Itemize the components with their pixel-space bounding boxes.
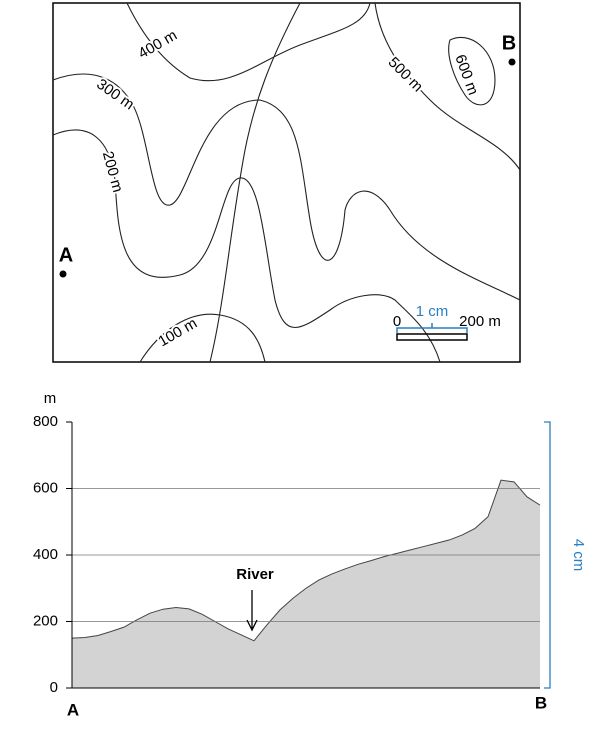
- contour-200: [52, 129, 441, 363]
- map-frame: [52, 2, 521, 363]
- y-tick-label: 600: [33, 479, 58, 496]
- profile-line: [71, 479, 541, 642]
- annotation: River: [236, 566, 274, 583]
- scale-label: 1 cm: [416, 303, 449, 320]
- point-label: A: [59, 244, 73, 266]
- scale-label: 0: [393, 313, 401, 330]
- contour-100: [139, 313, 266, 363]
- y-tick-label: 0: [50, 679, 58, 696]
- contour-400: [126, 2, 371, 82]
- point-a: [59, 270, 67, 278]
- point-label: B: [502, 32, 516, 54]
- point-b: [508, 58, 516, 66]
- scale-bracket: [396, 323, 468, 333]
- profile-area: [72, 480, 540, 688]
- contour-label: 400 m: [135, 27, 180, 63]
- scale-bar: [396, 333, 468, 341]
- contour-500: [374, 2, 521, 171]
- profile-chart: 0 200 400 600 800: [33, 413, 541, 696]
- y-tick-label: 200: [33, 612, 58, 629]
- contour-label: 500 m: [385, 54, 427, 96]
- river: [209, 2, 301, 363]
- start-label: A: [67, 700, 79, 719]
- height-label: 4 cm: [570, 539, 587, 572]
- scale-label: 200 m: [459, 313, 501, 330]
- y-unit: m: [44, 390, 57, 407]
- contour-600: [448, 36, 496, 106]
- y-tick-label: 800: [33, 413, 58, 430]
- contour-300: [52, 73, 521, 301]
- contour-label: 600 m: [451, 52, 481, 97]
- contour-label: 300 m: [93, 76, 137, 114]
- end-label: B: [535, 693, 547, 712]
- height-bracket: [544, 421, 551, 689]
- contour-label: 100 m: [155, 315, 200, 351]
- contour-label: 200 m: [99, 150, 126, 195]
- y-tick-label: 400: [33, 546, 58, 563]
- river-arrow: [246, 590, 258, 632]
